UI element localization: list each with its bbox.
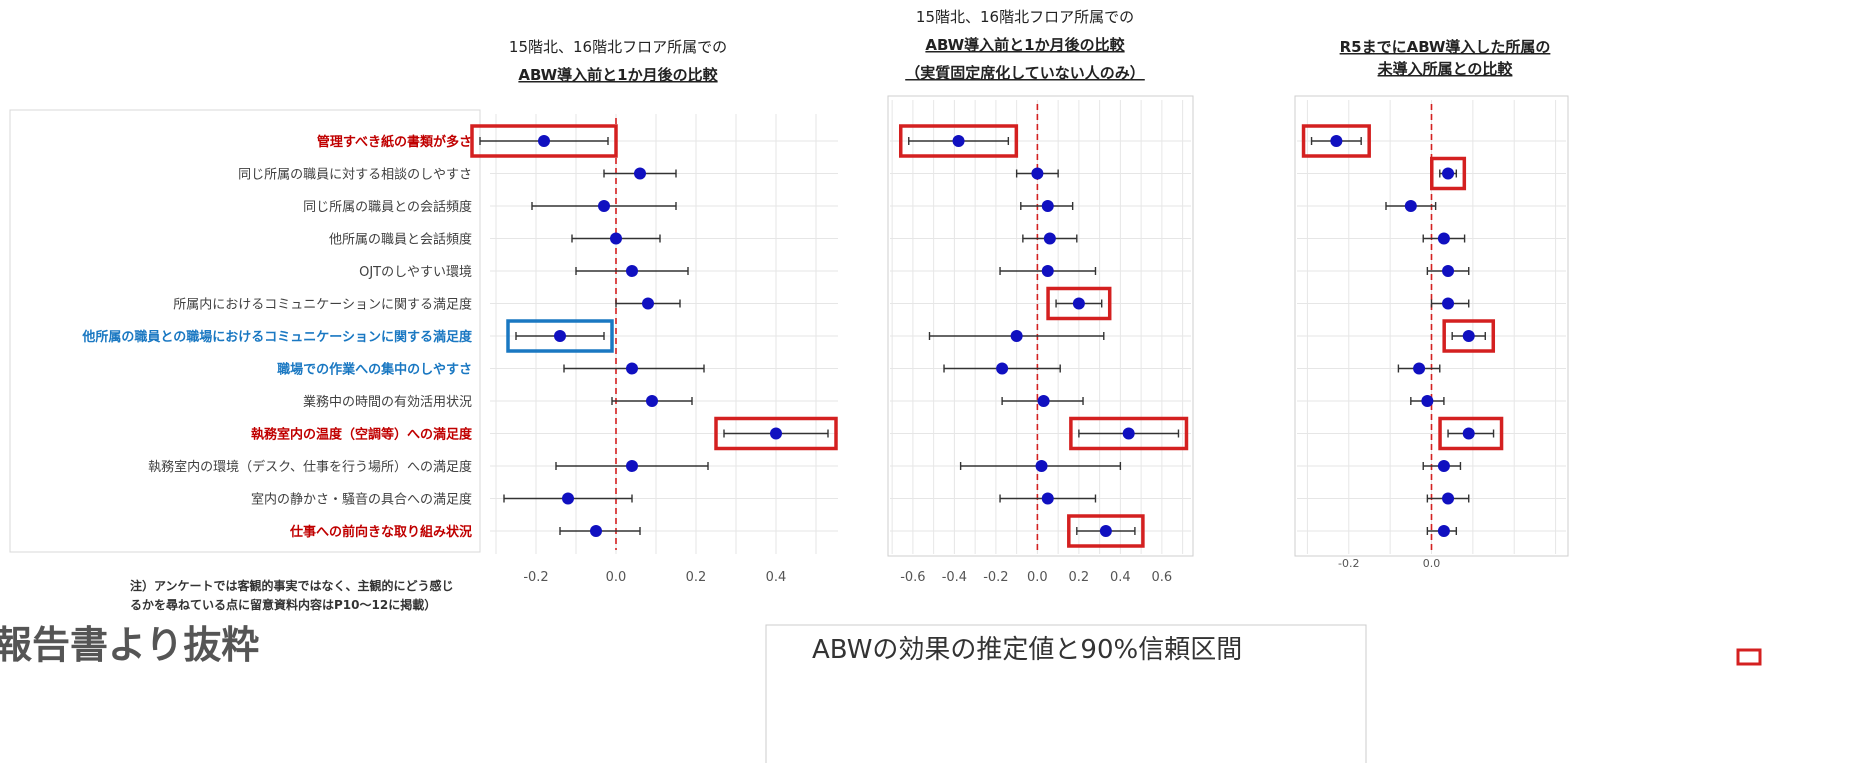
item-label: 所属内におけるコミュニケーションに関する満足度 xyxy=(173,297,472,313)
estimate-point xyxy=(1404,200,1417,212)
item-labels: 管理すべき紙の書類が多さ同じ所属の職員に対する相談のしやすさ同じ所属の職員との会… xyxy=(81,134,473,540)
panel-1: -0.2 0.0 0.2 0.4 15階北、16階北フロア所属での ABW導入前と1か月後… xyxy=(470,38,840,585)
highlight-box xyxy=(470,124,618,158)
label-box xyxy=(9,109,481,553)
item-label: 執務室内の環境（デスク、仕事を行う場所）への満足度 xyxy=(148,459,472,475)
highlight-box xyxy=(506,319,614,353)
bottom-right-marker xyxy=(1736,648,1762,666)
chart-title: R5までにABW導入した所属の xyxy=(1340,38,1551,56)
estimate-point xyxy=(626,265,638,277)
estimate-point xyxy=(626,362,638,375)
estimate-point xyxy=(1437,232,1450,245)
highlight-box xyxy=(714,416,838,451)
bottom-caption: ABWの効果の推定値と90%信頼区間 xyxy=(812,635,1242,665)
chart-title: ABW導入前と1か月後の比較 xyxy=(925,36,1125,54)
panel-2: -0.6 -0.4 -0.2 0.0 0.2 0.4 0.6 15階北、16階北フロア所属での… xyxy=(887,8,1194,585)
estimate-point xyxy=(1099,525,1112,537)
item-label: 同じ所属の職員との会話頻度 xyxy=(303,199,472,215)
item-label: 職場での作業への集中のしやすさ xyxy=(277,362,472,378)
estimate-point xyxy=(1462,427,1475,440)
chart-title: ABW導入前と1か月後の比較 xyxy=(518,66,718,84)
estimate-point xyxy=(1442,492,1455,505)
estimate-point xyxy=(1442,297,1455,310)
estimate-point xyxy=(996,362,1009,375)
highlight-box xyxy=(1069,416,1189,451)
item-label: 他所属の職員と会話頻度 xyxy=(329,232,472,248)
estimate-point xyxy=(626,460,638,472)
estimate-point xyxy=(1041,200,1054,212)
estimate-point xyxy=(598,200,610,212)
x-tick-label: -0.4 xyxy=(942,570,967,585)
x-tick-label: 0.2 xyxy=(1069,570,1090,585)
estimate-point xyxy=(1442,167,1455,180)
estimate-point xyxy=(1041,492,1054,505)
note-line-1: 注）アンケートでは客観的事実ではなく、主観的にどう感じ xyxy=(130,578,454,593)
item-label: 執務室内の温度（空調等）への満足度 xyxy=(251,427,473,443)
x-tick-label: -0.2 xyxy=(1338,557,1359,570)
highlight-box xyxy=(1046,286,1112,321)
note-line-2: るかを尋ねている点に留意資料内容はP10～12に掲載） xyxy=(130,597,436,612)
estimate-point xyxy=(1413,362,1426,375)
estimate-point xyxy=(1462,330,1475,342)
x-tick-label: 0.2 xyxy=(686,570,707,585)
x-tick-label: -0.2 xyxy=(523,570,548,585)
chart-title: （実質固定席化していない人のみ） xyxy=(905,64,1145,82)
estimate-point xyxy=(1037,395,1050,407)
highlight-box xyxy=(1301,124,1371,158)
left-footer-title: 報告書より抜粋 xyxy=(0,623,259,667)
x-tick-label: -0.2 xyxy=(983,570,1008,585)
estimate-point xyxy=(1043,232,1056,245)
x-tick-label: -0.6 xyxy=(900,570,925,585)
x-tick-label: 0.4 xyxy=(1110,570,1131,585)
highlight-box xyxy=(1430,156,1467,191)
item-label: 室内の静かさ・騒音の具合への満足度 xyxy=(251,492,472,508)
estimate-point xyxy=(1330,135,1343,147)
estimate-point xyxy=(1442,265,1455,277)
estimate-point xyxy=(952,135,965,147)
chart-title: 15階北、16階北フロア所属での xyxy=(509,38,727,56)
estimate-point xyxy=(1041,265,1054,277)
item-label: 他所属の職員との職場におけるコミュニケーションに関する満足度 xyxy=(81,329,473,345)
bottom-caption-box xyxy=(765,624,1367,763)
estimate-point xyxy=(538,135,550,147)
item-label: OJTのしやすい環境 xyxy=(359,265,472,280)
item-label: 同じ所属の職員に対する相談のしやすさ xyxy=(238,167,472,183)
x-tick-label: 0.0 xyxy=(606,570,627,585)
item-label: 管理すべき紙の書類が多さ xyxy=(317,134,472,150)
item-label: 業務中の時間の有効活用状況 xyxy=(303,394,472,410)
x-tick-label: 0.0 xyxy=(1423,557,1441,570)
item-label: 仕事への前向きな取り組み状況 xyxy=(289,524,472,540)
estimate-point xyxy=(1437,525,1450,537)
estimate-point xyxy=(1010,330,1023,342)
plot-area xyxy=(488,110,840,556)
x-tick-label: 0.6 xyxy=(1152,570,1173,585)
estimate-point xyxy=(646,395,658,407)
chart-title: 未導入所属との比較 xyxy=(1377,60,1514,78)
estimate-point xyxy=(554,330,566,342)
chart-title: 15階北、16階北フロア所属での xyxy=(916,8,1134,26)
estimate-point xyxy=(642,297,654,310)
highlight-box xyxy=(898,124,1019,158)
estimate-point xyxy=(1031,167,1044,180)
highlight-box xyxy=(1442,319,1496,353)
estimate-point xyxy=(1072,297,1085,310)
estimate-point xyxy=(610,232,622,245)
highlight-box xyxy=(1067,514,1145,548)
estimate-point xyxy=(770,427,782,440)
x-tick-label: 0.0 xyxy=(1027,570,1048,585)
estimate-point xyxy=(562,492,574,505)
x-tick-label: 0.4 xyxy=(766,570,787,585)
estimate-point xyxy=(1437,460,1450,472)
estimate-point xyxy=(590,525,602,537)
estimate-point xyxy=(1122,427,1135,440)
estimate-point xyxy=(1035,460,1048,472)
highlight-box xyxy=(1438,416,1504,451)
estimate-point xyxy=(1421,395,1434,407)
estimate-point xyxy=(634,167,646,180)
